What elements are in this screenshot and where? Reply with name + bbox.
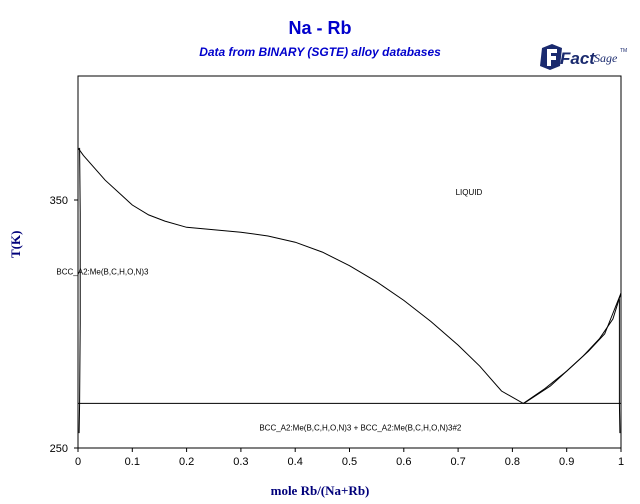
x-tick-label: 0.3 bbox=[233, 456, 248, 468]
chart-title: Na - Rb bbox=[288, 18, 352, 38]
x-tick-label: 0.7 bbox=[450, 456, 465, 468]
phase-boundary-line-5 bbox=[618, 299, 621, 434]
series-layer bbox=[77, 147, 622, 434]
x-axis-label: mole Rb/(Na+Rb) bbox=[270, 483, 370, 498]
annotation-layer: LIQUID BCC_A2:Me(B,C,H,O,N)3 BCC_A2:Me(B,C… bbox=[56, 188, 482, 433]
phase-boundary-line-2 bbox=[523, 292, 622, 404]
x-tick-label: 0.8 bbox=[505, 456, 520, 468]
y-tick-label: 350 bbox=[50, 195, 68, 207]
factsage-logo: Fact Sage TM bbox=[538, 40, 628, 74]
phase-region-label: LIQUID bbox=[456, 188, 483, 197]
y-tick-label: 250 bbox=[50, 443, 68, 455]
x-tick-label: 1 bbox=[618, 456, 624, 468]
x-tick-label: 0 bbox=[75, 456, 81, 468]
logo-tm-text: TM bbox=[620, 48, 627, 54]
x-tick-label: 0.6 bbox=[396, 456, 411, 468]
phase-boundary-line-1 bbox=[77, 147, 622, 404]
y-axis-label: T(K) bbox=[8, 230, 23, 258]
phase-boundary-line-4 bbox=[78, 147, 81, 434]
chart-subtitle: Data from BINARY (SGTE) alloy databases bbox=[199, 45, 441, 59]
phase-region-label: BCC_A2:Me(B,C,H,O,N)3 + BCC_A2:Me(B,C,H,… bbox=[259, 424, 462, 433]
logo-fact-text: Fact bbox=[560, 49, 596, 68]
x-tick-label: 0.2 bbox=[179, 456, 194, 468]
x-tick-label: 0.4 bbox=[288, 456, 303, 468]
logo-sage-text: Sage bbox=[594, 51, 618, 65]
tick-layer: 0 0.1 0.2 0.3 0.4 0.5 0.6 0.7 0.8 0.9 1 250 350 bbox=[50, 195, 624, 468]
x-tick-label: 0.1 bbox=[125, 456, 140, 468]
x-tick-label: 0.9 bbox=[559, 456, 574, 468]
factsage-logo-icon: Fact Sage TM bbox=[540, 44, 627, 70]
phase-region-label: BCC_A2:Me(B,C,H,O,N)3 bbox=[56, 267, 149, 276]
x-tick-label: 0.5 bbox=[342, 456, 357, 468]
